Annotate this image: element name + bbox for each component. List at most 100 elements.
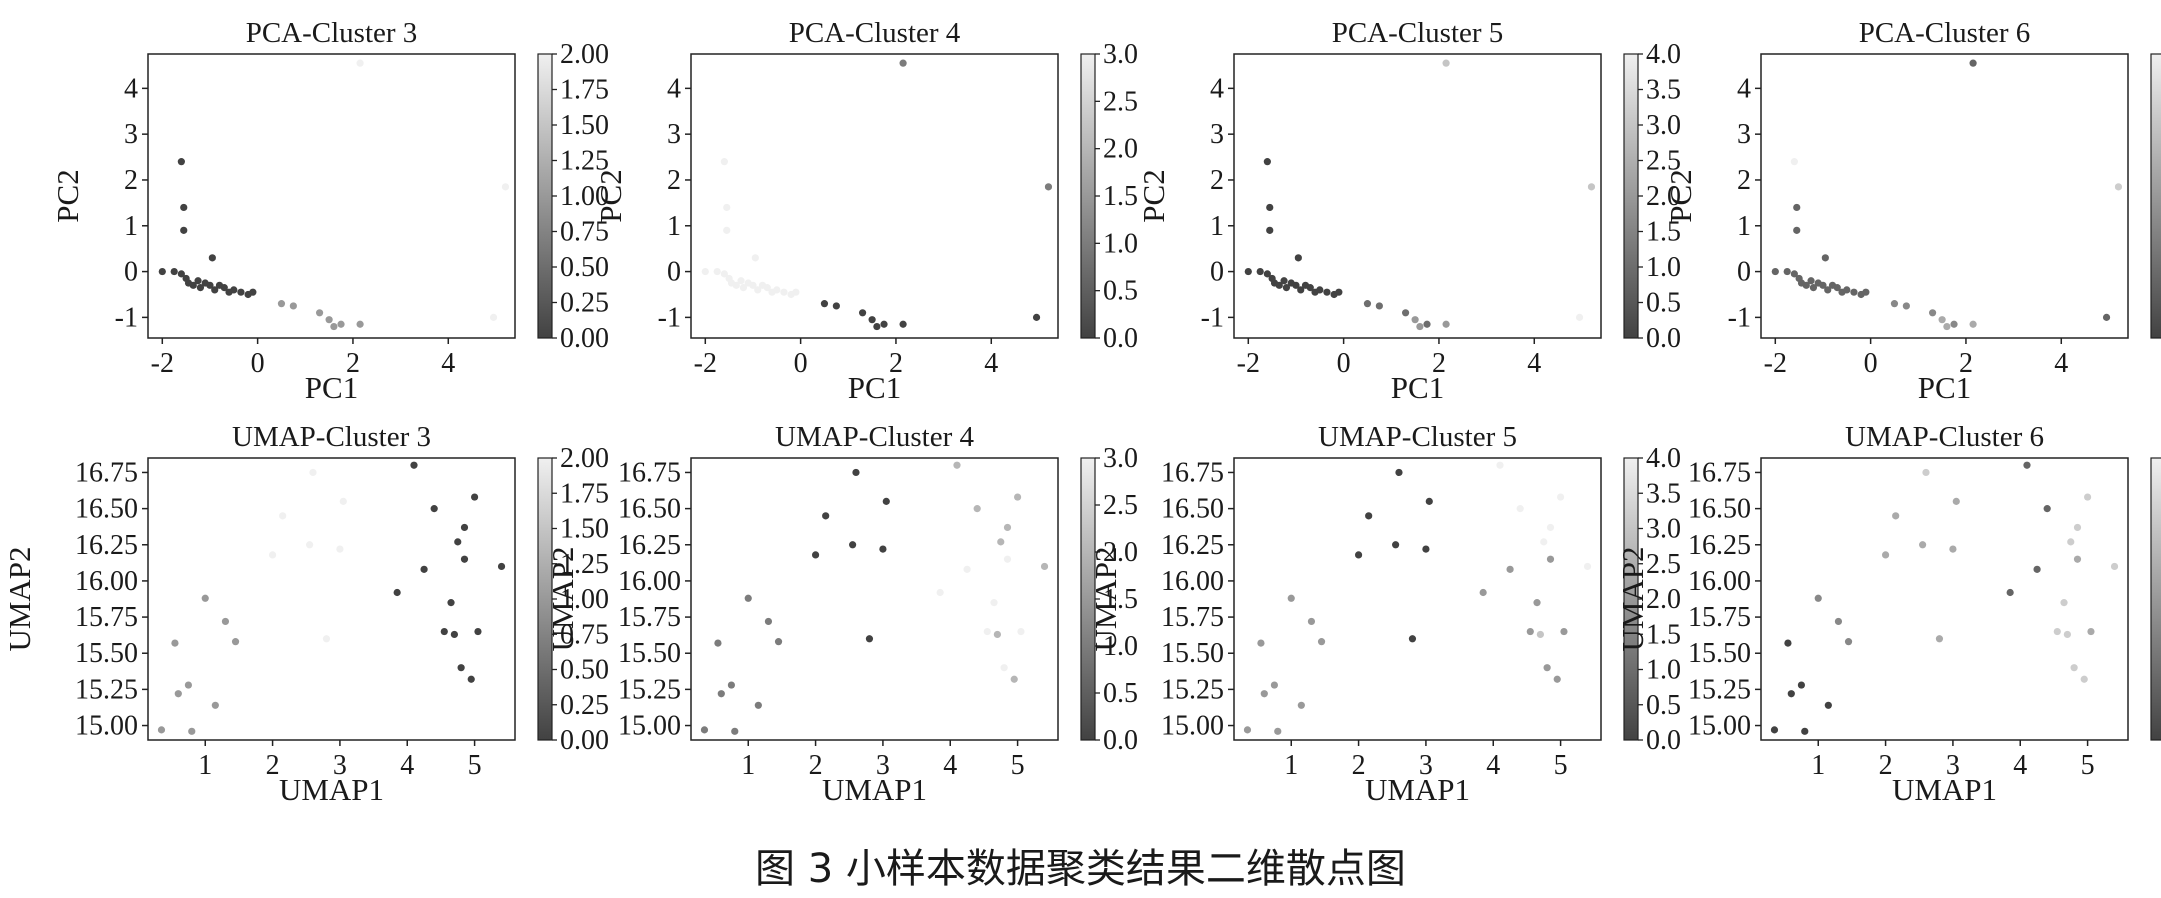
data-point (865, 635, 874, 643)
x-axis-label: UMAP1 (1365, 772, 1470, 807)
colorbar-tick-label: 2.00 (560, 39, 609, 70)
y-tick-label: 16.00 (1688, 566, 1751, 597)
chart-panel-3: PCA-Cluster 5 -2 0 2 4 -1 0 1 2 3 4 PC1 PC2 0.0 0.5 1.0… (1136, 17, 1681, 405)
data-point (410, 461, 418, 469)
data-point (1938, 316, 1946, 324)
data-point (230, 286, 238, 294)
y-tick-label: 2 (124, 165, 138, 196)
x-tick-label: 0 (1864, 348, 1878, 379)
data-point (882, 497, 890, 505)
x-tick-label: 1 (741, 750, 755, 781)
data-point (727, 681, 736, 689)
y-axis-label: PC2 (1663, 169, 1698, 222)
chart-title: PCA-Cluster 5 (1332, 17, 1504, 49)
data-point (852, 468, 860, 477)
data-point (739, 284, 748, 292)
data-point (1017, 627, 1025, 636)
data-point (221, 617, 230, 626)
data-point (1516, 505, 1524, 513)
data-point (1950, 320, 1958, 328)
colorbar-tick-label: 0.75 (560, 217, 609, 248)
data-point (1003, 523, 1012, 532)
y-tick-label: 16.25 (1161, 530, 1224, 561)
data-point (1496, 461, 1504, 469)
data-point (720, 158, 728, 166)
data-point (460, 555, 469, 563)
data-point (1425, 497, 1433, 505)
colorbar-tick-label: 0.50 (560, 655, 609, 686)
data-point (1416, 322, 1424, 331)
data-point (792, 288, 800, 296)
data-point (325, 316, 333, 324)
y-tick-label: 16.00 (1161, 566, 1224, 597)
colorbar-tick-label: 0.5 (1646, 288, 1681, 319)
data-point (731, 727, 739, 735)
data-point (447, 599, 455, 607)
colorbar (1080, 53, 1096, 339)
data-point (1919, 541, 1927, 549)
data-point (306, 541, 314, 549)
colorbar-tick-label: 2.5 (1646, 146, 1681, 177)
data-point (1770, 726, 1779, 734)
data-point (858, 309, 867, 317)
data-point (899, 59, 907, 67)
data-point (1506, 565, 1514, 573)
data-point (336, 545, 344, 553)
x-axis-label: UMAP1 (279, 772, 384, 807)
data-point (1013, 493, 1022, 501)
data-point (1922, 468, 1930, 477)
data-point (206, 281, 214, 289)
y-tick-label: 16.75 (75, 457, 138, 488)
colorbar-tick-label: 0.50 (560, 252, 609, 283)
data-point (315, 309, 324, 317)
data-point (1540, 538, 1548, 546)
colorbar-tick-label: 3.0 (1103, 443, 1138, 474)
colorbar-tick-label: 1.75 (560, 478, 609, 509)
plot-frame (690, 457, 1059, 741)
y-tick-label: 15.25 (618, 674, 681, 705)
data-point (1365, 512, 1373, 520)
y-tick-label: 16.75 (1161, 457, 1224, 488)
y-tick-label: 15.00 (1688, 711, 1751, 742)
data-point (1306, 284, 1314, 292)
y-tick-label: -1 (1728, 302, 1751, 333)
data-point (1363, 300, 1372, 308)
data-point (2102, 313, 2111, 321)
data-point (1850, 288, 1858, 296)
x-tick-label: 2 (1352, 750, 1366, 781)
chart-title: PCA-Cluster 4 (789, 17, 961, 49)
data-point (700, 726, 709, 734)
data-point (737, 277, 745, 285)
colorbar-tick-label: 2.00 (560, 443, 609, 474)
x-tick-label: 2 (346, 348, 360, 379)
y-tick-label: 16.50 (1688, 494, 1751, 525)
chart-title: UMAP-Cluster 6 (1845, 421, 2044, 453)
y-tick-label: 0 (667, 257, 681, 288)
colorbar-tick-label: 2.0 (1103, 134, 1138, 165)
y-tick-label: 15.75 (618, 602, 681, 633)
data-point (1546, 555, 1555, 563)
data-point (339, 497, 347, 505)
x-tick-label: 5 (1554, 750, 1568, 781)
y-axis-label: UMAP2 (545, 546, 580, 651)
colorbar-tick-label: 0.0 (1646, 725, 1681, 756)
data-point (1422, 545, 1430, 553)
data-point (1354, 551, 1363, 559)
colorbar-tick-label: 1.50 (560, 110, 609, 141)
data-point (764, 617, 773, 626)
colorbar-tick-label: 1.0 (1646, 655, 1681, 686)
data-point (180, 203, 188, 212)
y-tick-label: 15.75 (1688, 602, 1751, 633)
x-axis-label: PC1 (305, 370, 358, 405)
colorbar-tick-label: 2.0 (1103, 537, 1138, 568)
y-tick-label: 15.00 (618, 711, 681, 742)
colorbar-tick-label: 0.0 (1103, 323, 1138, 354)
data-point (1797, 681, 1806, 689)
colorbar-tick-label: 1.5 (1646, 217, 1681, 248)
y-tick-label: 15.25 (75, 674, 138, 705)
data-point (1533, 599, 1541, 607)
data-point (1257, 639, 1265, 647)
data-point (997, 538, 1005, 546)
data-point (1526, 627, 1534, 636)
data-point (220, 284, 228, 292)
